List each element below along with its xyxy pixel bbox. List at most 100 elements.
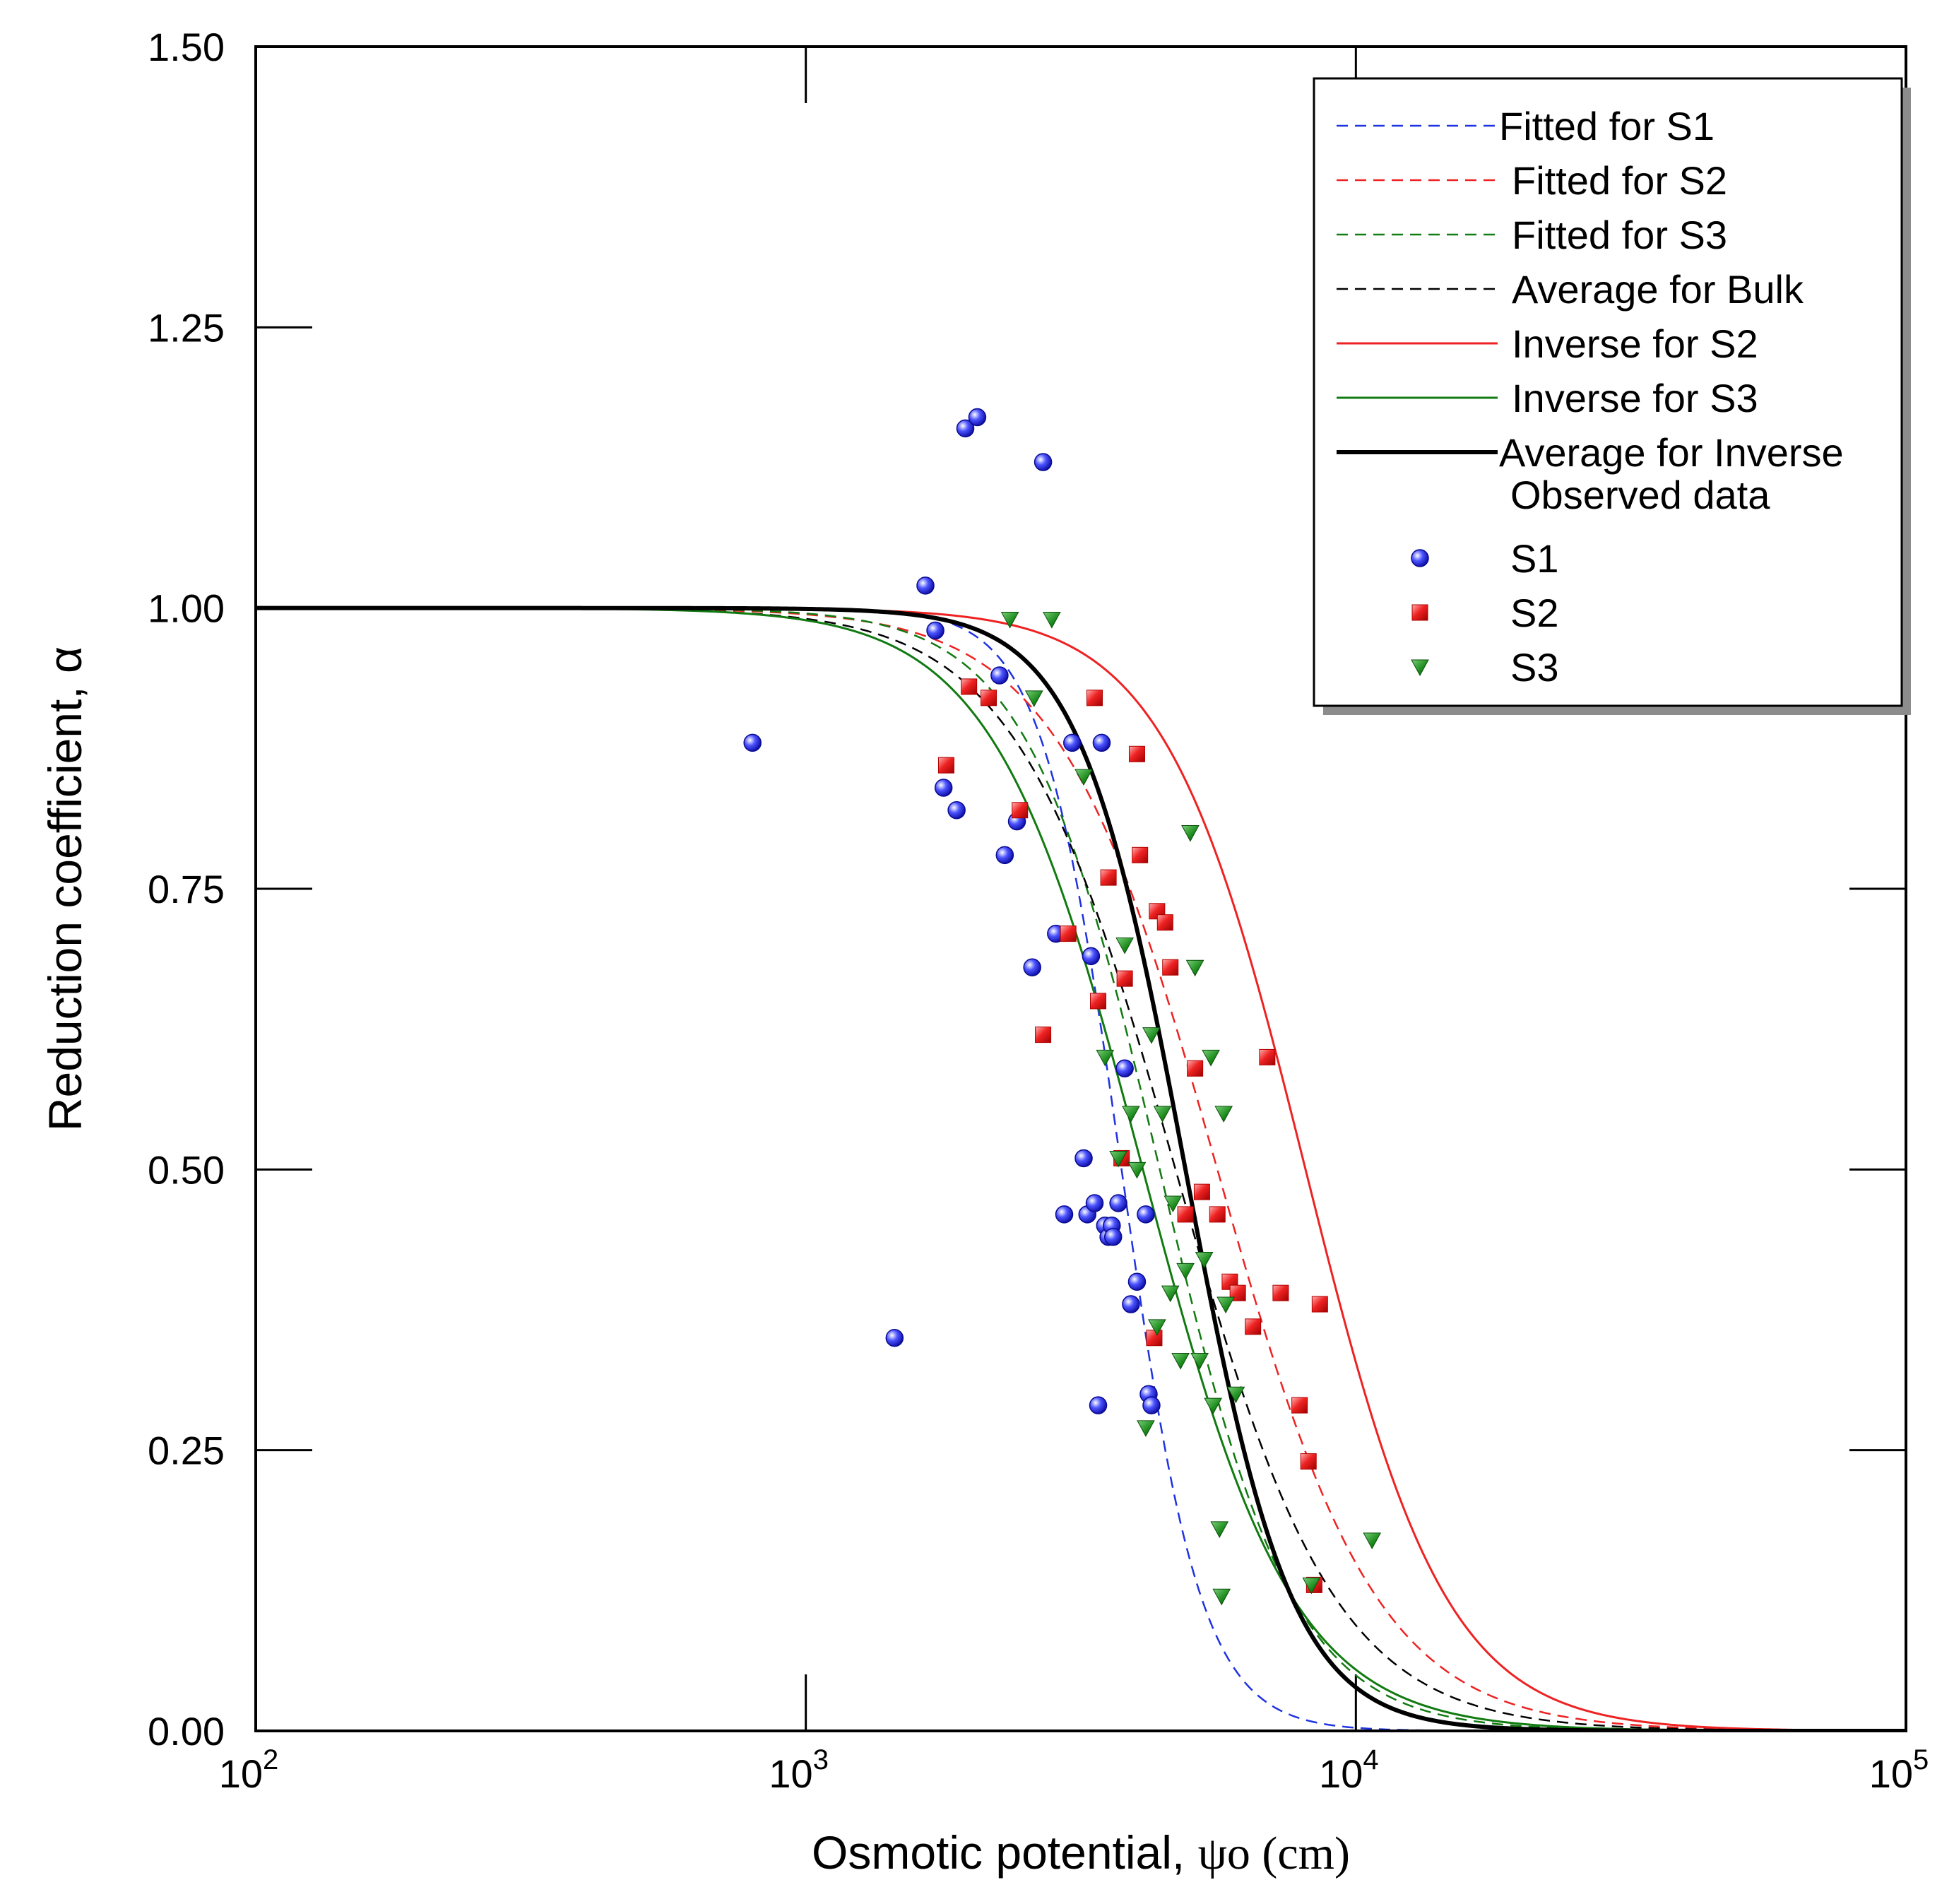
point-s2 [1291,1397,1308,1414]
point-s1 [1142,1396,1161,1414]
point-s2 [1086,690,1103,706]
point-s3 [1109,1150,1127,1168]
point-s1 [956,419,975,438]
point-s1 [1137,1205,1155,1224]
point-s2 [1311,1296,1328,1313]
point-s2 [1116,970,1133,987]
point-s1 [1092,733,1111,752]
point-s1 [916,576,935,595]
legend-label-s2: S2 [1510,591,1559,635]
point-s3 [1043,612,1061,629]
point-s3 [1185,959,1204,977]
x-tick-labels: 102 103 104 105 [219,1744,1929,1796]
point-s1 [968,408,987,427]
legend-marker-s1 [1411,549,1429,567]
point-s1 [1103,1227,1123,1246]
point-s2 [1162,959,1179,976]
x-tick-exponent: 3 [813,1744,829,1775]
point-s1 [1109,1194,1127,1212]
point-s2 [1156,914,1173,931]
point-s3 [1302,1577,1321,1595]
point-s2 [1060,926,1077,942]
point-s3 [1163,1195,1183,1213]
point-s1 [743,733,762,752]
point-s3 [1226,1386,1245,1404]
point-s3 [1363,1532,1382,1549]
y-tick-label: 1.00 [148,586,225,631]
legend-label-inverse-for-s2: Inverse for S2 [1512,321,1758,366]
legend-label-average-for-bulk: Average for Bulk [1512,267,1804,312]
point-s3 [1127,1161,1147,1179]
point-s1 [1122,1295,1140,1313]
point-s1 [1023,958,1041,977]
x-axis-title-prefix: Osmotic potential, [812,1826,1198,1879]
point-s3 [1153,1106,1172,1123]
point-s2 [1245,1318,1262,1335]
x-axis-title-symbol: ψo [1198,1828,1250,1879]
y-tick-label: 0.50 [148,1147,225,1192]
x-tick-label: 105 [1869,1744,1929,1796]
x-tick-exponent: 5 [1913,1744,1929,1775]
legend-label-average-for-inverse: Average for Inverse [1499,430,1844,475]
point-s3 [1181,825,1200,842]
point-s1 [885,1328,904,1347]
y-axis-title: Reduction coefficient, α [39,646,91,1131]
x-tick-base: 10 [1319,1751,1363,1796]
x-tick-exponent: 4 [1363,1744,1378,1775]
point-s1 [934,779,953,797]
point-s3 [1122,1106,1140,1123]
legend-label-fitted-for-s3: Fitted for S3 [1512,213,1727,257]
point-s2 [1272,1284,1289,1301]
x-tick-exponent: 2 [263,1744,278,1775]
point-s1 [1074,1149,1093,1168]
y-tick-label: 1.25 [148,305,225,350]
point-s2 [1128,745,1145,762]
point-s3 [1137,1420,1155,1437]
point-s1 [1089,1396,1108,1414]
point-s3 [1096,1049,1115,1067]
point-s1 [1115,1059,1134,1078]
legend-label-inverse-for-s3: Inverse for S3 [1512,376,1758,420]
point-s3 [1161,1285,1180,1303]
point-s2 [961,678,978,695]
point-s2 [1132,846,1149,863]
point-s3 [1176,1263,1195,1280]
plot-frame [254,45,1907,1732]
legend-label-fitted-for-s2: Fitted for S2 [1512,158,1727,203]
point-s2 [1035,1027,1052,1043]
point-s2 [1259,1048,1276,1065]
point-s2 [1300,1453,1317,1470]
point-s2 [1012,802,1029,819]
y-tick-label: 1.50 [148,25,225,69]
x-tick-label: 104 [1319,1744,1379,1796]
x-tick-label: 103 [769,1744,829,1796]
point-s1 [1063,733,1082,752]
point-s2 [1100,869,1117,886]
point-s2 [1146,1330,1163,1347]
point-s3 [1195,1251,1214,1269]
point-s1 [1127,1272,1147,1291]
point-s2 [981,690,997,706]
point-s1 [947,800,966,820]
legend-label-s3: S3 [1510,645,1559,690]
point-s3 [1212,1588,1231,1606]
point-s1 [995,846,1014,865]
legend: Fitted for S1 Fitted for S2 Fitted for S3 A… [1313,77,1911,715]
point-s3 [1074,769,1093,786]
x-tick-base: 10 [1869,1751,1913,1796]
curve-average-for-bulk [256,607,1906,1731]
point-s3 [1202,1049,1220,1067]
point-s2 [1209,1206,1226,1223]
point-s3 [1210,1521,1229,1538]
point-s2 [1177,1206,1194,1223]
point-s1 [990,666,1009,685]
legend-observed-title: Observed data [1510,473,1770,517]
y-tick-labels: 0.00 0.25 0.50 0.75 1.00 1.25 1.50 [148,25,225,1754]
point-s1 [1055,1205,1074,1224]
point-s1 [1082,947,1101,966]
point-s1 [1034,453,1053,471]
point-s3 [1147,1319,1166,1336]
point-s3 [1024,690,1043,707]
point-s3 [1190,1353,1209,1370]
legend-marker-s3 [1411,659,1429,677]
